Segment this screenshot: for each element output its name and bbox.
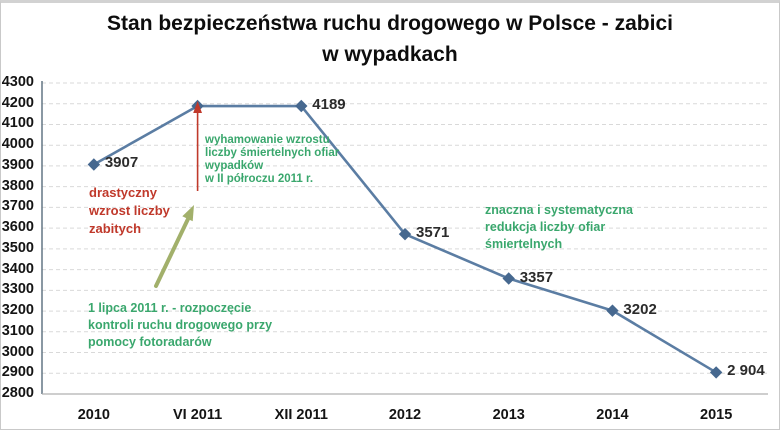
y-axis-tick-label: 3200 [1, 302, 34, 319]
x-axis-tick-label: XII 2011 [274, 407, 328, 423]
y-axis-tick-label: 3400 [1, 260, 34, 277]
y-axis-tick-label: 4000 [1, 136, 34, 153]
x-axis-tick-label: 2015 [700, 407, 733, 423]
y-axis-tick-label: 4200 [1, 94, 34, 111]
red-callout-arrow [193, 101, 202, 191]
data-point-marker [606, 304, 619, 317]
y-axis-tick-label: 3000 [1, 343, 34, 360]
grid-layer [41, 81, 768, 395]
x-axis-tick-label: 2010 [77, 407, 110, 423]
data-point-label: 3907 [104, 154, 139, 172]
x-axis-tick-label: 2012 [388, 407, 422, 423]
data-point-marker [295, 99, 308, 113]
y-axis-tick-label: 3900 [1, 156, 34, 173]
x-axis-tick-label: 2013 [492, 407, 525, 423]
y-axis-tick-label: 2800 [1, 385, 34, 401]
y-axis-tick-label: 3600 [1, 219, 34, 236]
x-axis-tick-label: 2014 [596, 407, 629, 423]
green-arrow-head-icon [182, 205, 194, 222]
data-point-label: 4189 [312, 96, 346, 113]
data-point-marker [87, 158, 101, 171]
y-axis-tick-label: 4300 [1, 74, 34, 90]
y-axis-tick-label: 3500 [1, 239, 34, 256]
annotation-systematic-reduction: znaczna i systematyczna redukcja liczby … [485, 203, 633, 251]
data-point-marker [398, 227, 412, 241]
y-axis-tick-label: 3800 [1, 177, 34, 194]
chart-title: Stan bezpieczeństwa ruchu drogowego w Po… [107, 12, 673, 66]
y-axis-tick-label: 3700 [1, 198, 34, 215]
y-axis-tick-label: 4100 [1, 115, 34, 132]
line-chart-canvas [41, 81, 768, 395]
annotation-drastic-increase: drastyczny wzrost liczby zabitych [89, 185, 170, 236]
x-axis-tick-label: VI 2011 [172, 407, 223, 423]
data-point-marker [502, 272, 515, 285]
data-point-label: 2 904 [727, 362, 765, 380]
green-arrow [154, 205, 194, 288]
annotation-speed-cameras: 1 lipca 2011 r. - rozpoczęcie kontroli r… [88, 301, 273, 349]
data-point-label: 3357 [519, 268, 554, 286]
y-axis-tick-label: 3300 [1, 281, 34, 298]
data-point-label: 3571 [416, 224, 450, 242]
y-axis-tick-label: 3100 [1, 322, 34, 339]
data-point-marker [709, 366, 723, 379]
green-arrow-line [154, 217, 190, 288]
y-axis-tick-label: 2900 [1, 364, 34, 381]
annotation-slowdown: wyhamowanie wzrostu liczby śmiertelnych … [205, 134, 340, 185]
data-point-label: 3202 [623, 300, 657, 318]
red-callout-arrowhead-icon [193, 101, 202, 113]
